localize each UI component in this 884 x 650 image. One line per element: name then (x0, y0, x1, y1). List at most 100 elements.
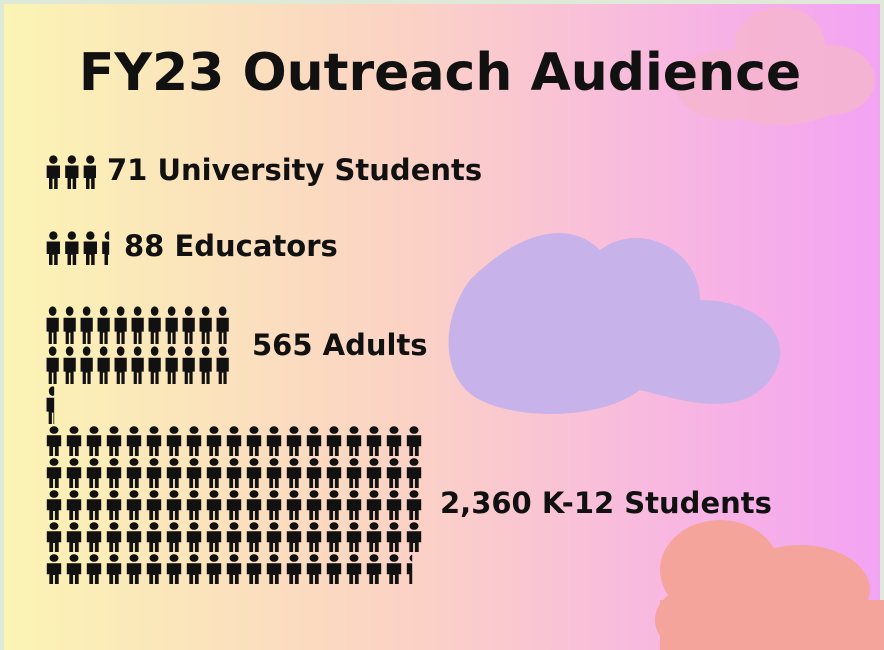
person-icon (266, 490, 282, 520)
person-icon (186, 458, 202, 488)
person-icon (126, 426, 142, 456)
person-icon (199, 306, 212, 344)
person-icon (346, 554, 362, 584)
person-icon (306, 458, 322, 488)
category-group: 71 University Students (46, 153, 482, 189)
person-icon (65, 155, 79, 189)
person-icon (186, 490, 202, 520)
person-icon (146, 426, 162, 456)
person-icon (106, 458, 122, 488)
person-icon (106, 490, 122, 520)
person-icon (80, 306, 93, 344)
person-icon (166, 490, 182, 520)
person-icon (226, 458, 242, 488)
person-icon (83, 155, 96, 189)
person-icon (406, 554, 413, 584)
person-icon (306, 490, 322, 520)
category-label: 88 Educators (124, 229, 338, 263)
person-icon (306, 426, 322, 456)
person-icon (46, 554, 62, 584)
person-icon (386, 522, 402, 552)
person-icon (286, 490, 302, 520)
category-label: 565 Adults (252, 328, 428, 362)
person-icon (266, 522, 282, 552)
person-icon (46, 231, 60, 265)
rows: 71 University Students 88 Educators 565 Ad… (46, 153, 772, 584)
person-icon (63, 306, 76, 344)
person-icon (206, 426, 222, 456)
person-icon (86, 554, 102, 584)
person-icon (126, 522, 142, 552)
category-name: Educators (174, 229, 337, 263)
person-icon (97, 346, 110, 384)
person-icon (114, 346, 127, 384)
person-icon (366, 426, 382, 456)
category-name: University Students (157, 153, 482, 187)
person-icon (346, 426, 362, 456)
person-icon (97, 306, 110, 344)
person-icon (306, 522, 322, 552)
person-icon (114, 306, 127, 344)
person-icon (226, 554, 242, 584)
person-icon (246, 458, 262, 488)
person-icon (166, 426, 182, 456)
value-label: 565 (252, 328, 313, 362)
person-icon (63, 346, 76, 384)
person-icon (406, 522, 422, 552)
person-icon (46, 155, 60, 189)
person-icon (146, 458, 162, 488)
person-icon (66, 490, 82, 520)
person-icon (286, 554, 302, 584)
person-icon (86, 522, 102, 552)
value-label: 2,360 (440, 486, 532, 520)
person-icon (106, 522, 122, 552)
person-icon (366, 522, 382, 552)
person-icon (186, 554, 202, 584)
person-icon (46, 386, 55, 424)
person-icon (66, 426, 82, 456)
person-icon (246, 426, 262, 456)
person-icon (406, 426, 422, 456)
person-icon (126, 490, 142, 520)
person-icon (166, 458, 182, 488)
category-group: 2,360 K-12 Students (46, 426, 772, 584)
person-icon (182, 346, 195, 384)
person-icon (386, 458, 402, 488)
person-icon (386, 426, 402, 456)
category-label: 2,360 K-12 Students (440, 486, 772, 520)
person-icon (326, 458, 342, 488)
category-group: 88 Educators (46, 229, 338, 265)
person-icon (182, 306, 195, 344)
person-icon (46, 490, 62, 520)
person-icon (326, 554, 342, 584)
person-icon (46, 346, 59, 384)
person-icon (165, 346, 178, 384)
person-icon (206, 522, 222, 552)
person-icon (86, 458, 102, 488)
person-icon (246, 554, 262, 584)
person-icon (131, 306, 144, 344)
person-icon (146, 522, 162, 552)
person-icon (206, 554, 222, 584)
person-icon (126, 554, 142, 584)
person-icon (166, 522, 182, 552)
person-icon (226, 490, 242, 520)
person-icon (86, 426, 102, 456)
person-icon (216, 346, 229, 384)
person-icon (148, 306, 161, 344)
person-icon (46, 426, 62, 456)
person-icon (386, 490, 402, 520)
person-icon (148, 346, 161, 384)
person-icon (286, 426, 302, 456)
person-icon (46, 306, 59, 344)
person-icon (206, 490, 222, 520)
category-group: 565 Adults (46, 306, 428, 424)
value-label: 71 (107, 153, 147, 187)
person-icon (266, 426, 282, 456)
category-name: Adults (323, 328, 428, 362)
person-icon (346, 458, 362, 488)
category-name: K-12 Students (542, 486, 772, 520)
person-icon (106, 426, 122, 456)
